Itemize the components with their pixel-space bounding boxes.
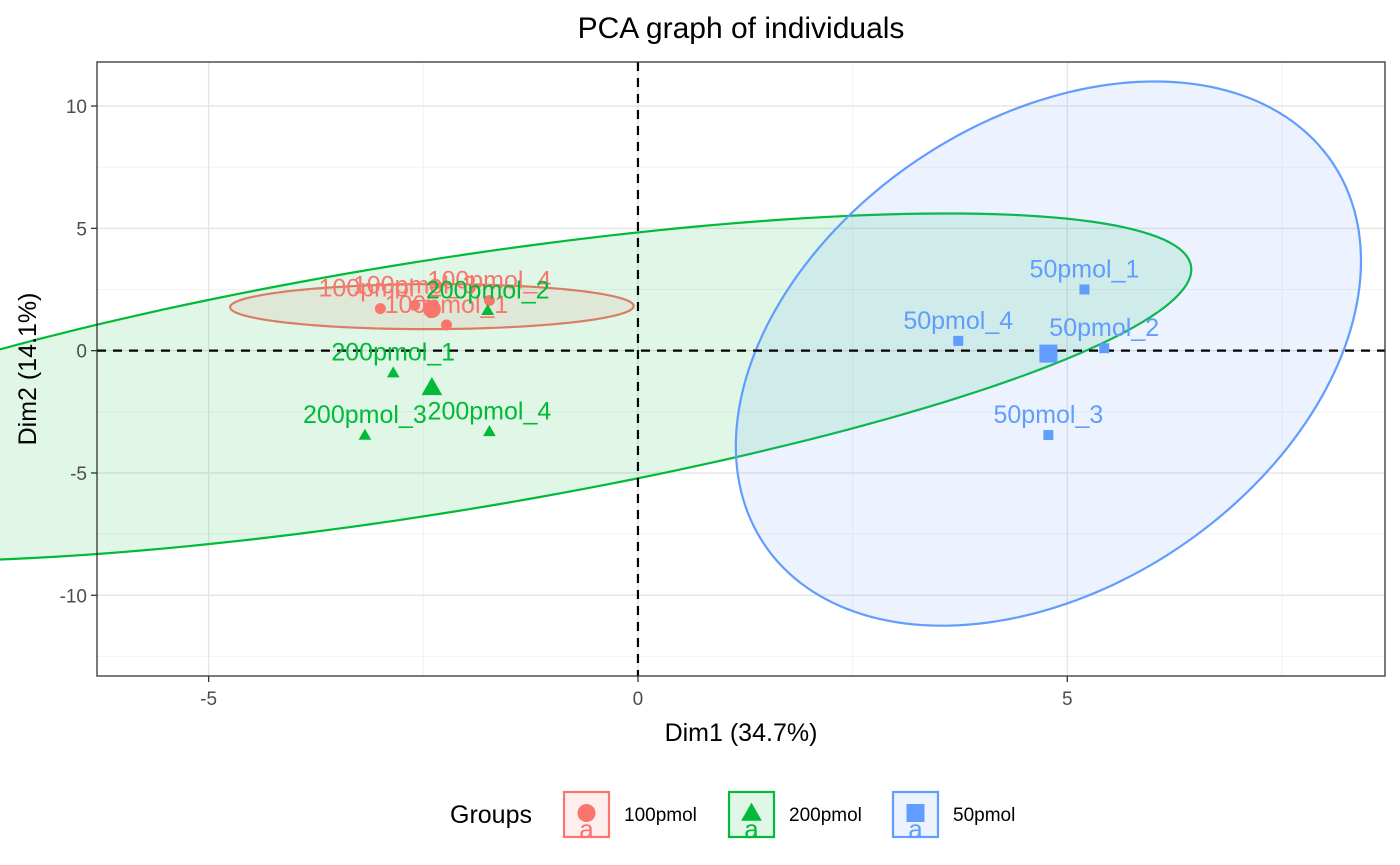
y-tick-label: 0 [76, 342, 87, 363]
point-label-50pmol_4: 50pmol_4 [903, 307, 1013, 335]
point-label-200pmol_3: 200pmol_3 [303, 401, 427, 429]
point-label-50pmol_1: 50pmol_1 [1030, 255, 1140, 283]
x-tick-label: 5 [1062, 689, 1073, 710]
centroid-100pmol [422, 300, 441, 319]
x-tick-label: 0 [633, 689, 644, 710]
chart-title: PCA graph of individuals [578, 12, 905, 45]
data-point-50pmol_1 [1079, 284, 1090, 295]
point-label-100pmol_4: 100pmol_4 [428, 267, 552, 295]
legend-key-letter: a [744, 814, 759, 844]
data-point-100pmol_4 [483, 295, 495, 307]
data-point-100pmol_2 [374, 303, 386, 315]
point-label-50pmol_3: 50pmol_3 [993, 401, 1103, 429]
y-tick-label: 5 [76, 219, 87, 240]
legend-marker-100pmol [577, 804, 596, 822]
point-label-100pmol_2: 100pmol_2 [319, 275, 443, 303]
x-tick-label: -5 [200, 689, 217, 710]
y-tick-label: 10 [66, 97, 87, 118]
point-label-200pmol_4: 200pmol_4 [428, 397, 552, 425]
point-label-50pmol_2: 50pmol_2 [1049, 314, 1159, 342]
data-point-200pmol_3 [358, 428, 372, 440]
plot-panel [97, 62, 1385, 676]
x-axis-label: Dim1 (34.7%) [665, 719, 818, 747]
data-point-50pmol_2 [1099, 343, 1110, 354]
data-point-50pmol_3 [1043, 430, 1054, 441]
centroid-50pmol [1039, 344, 1058, 363]
confidence-ellipse-200pmol [0, 212, 1193, 561]
data-point-50pmol_4 [953, 335, 964, 346]
legend-label-200pmol: 200pmol [789, 805, 862, 826]
legend-key-letter: a [579, 814, 594, 844]
data-point-200pmol_2 [481, 303, 495, 316]
legend: Groups a 100pmol a 200pmol a 50pmol [450, 790, 1015, 844]
legend-marker-50pmol [906, 804, 925, 822]
point-label-200pmol_1: 200pmol_1 [331, 339, 455, 367]
centroid-200pmol [421, 376, 443, 396]
y-tick-label: -10 [60, 586, 87, 607]
y-tick-label: -5 [70, 464, 87, 485]
legend-label-50pmol: 50pmol [953, 805, 1015, 826]
data-point-100pmol_3 [409, 299, 421, 311]
legend-marker-200pmol [741, 802, 762, 821]
y-axis-label: Dim2 (14.1%) [14, 293, 42, 446]
data-point-200pmol_1 [386, 366, 400, 378]
point-label-200pmol_2: 200pmol_2 [426, 276, 550, 304]
data-point-200pmol_4 [483, 425, 496, 437]
legend-key-letter: a [908, 814, 923, 844]
legend-key-50pmol [891, 790, 940, 839]
legend-label-100pmol: 100pmol [624, 805, 697, 826]
data-point-100pmol_1 [440, 319, 452, 331]
legend-title: Groups [450, 801, 532, 829]
point-label-100pmol_3: 100pmol_3 [353, 271, 477, 299]
plot-border [96, 61, 1386, 677]
